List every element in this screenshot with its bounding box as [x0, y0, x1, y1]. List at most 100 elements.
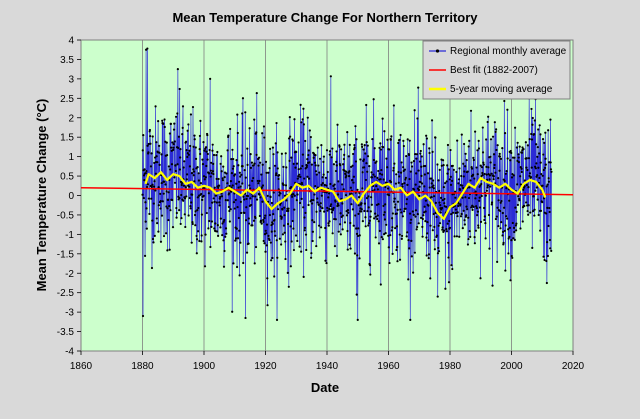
- data-point: [313, 221, 316, 224]
- data-point: [222, 239, 225, 242]
- data-point: [380, 173, 384, 176]
- data-point: [374, 236, 377, 239]
- data-point: [245, 206, 248, 209]
- y-tick-label: 1: [68, 152, 74, 163]
- data-point: [195, 238, 199, 241]
- data-point: [505, 186, 508, 190]
- data-point: [146, 185, 149, 189]
- data-point: [400, 234, 404, 238]
- data-point: [211, 143, 214, 146]
- data-point: [227, 134, 230, 137]
- data-point: [424, 220, 427, 223]
- data-point: [436, 295, 439, 298]
- data-point: [308, 161, 311, 164]
- data-point: [433, 238, 436, 242]
- data-point: [166, 207, 169, 210]
- data-point: [371, 176, 374, 179]
- data-point: [526, 209, 529, 213]
- data-point: [522, 148, 525, 151]
- data-point: [167, 198, 170, 201]
- data-point: [389, 138, 392, 141]
- data-point: [320, 144, 323, 147]
- data-point: [160, 181, 163, 185]
- data-point: [324, 226, 327, 230]
- data-point: [314, 185, 317, 188]
- data-point: [306, 175, 309, 178]
- data-point: [461, 186, 465, 190]
- data-point: [417, 169, 420, 172]
- data-point: [549, 118, 552, 121]
- data-point: [539, 133, 542, 136]
- data-point: [443, 202, 446, 205]
- data-point: [399, 133, 402, 137]
- data-point: [368, 219, 371, 222]
- data-point: [465, 205, 468, 208]
- data-point: [535, 143, 538, 146]
- data-point: [352, 152, 355, 156]
- data-point: [461, 227, 464, 230]
- data-point: [404, 207, 407, 210]
- data-point: [525, 166, 528, 169]
- data-point: [185, 148, 188, 152]
- data-point: [234, 239, 237, 242]
- data-point: [469, 179, 472, 182]
- data-point: [364, 152, 367, 155]
- data-point: [484, 221, 487, 225]
- data-point: [523, 204, 526, 208]
- data-point: [184, 186, 187, 189]
- data-point: [167, 165, 170, 168]
- data-point: [529, 175, 533, 179]
- data-point: [473, 177, 476, 180]
- data-point: [451, 211, 455, 214]
- data-point: [418, 194, 421, 198]
- data-point: [447, 241, 450, 244]
- data-point: [255, 131, 258, 134]
- data-point: [423, 205, 426, 208]
- data-point: [214, 194, 218, 197]
- x-tick-label: 1920: [254, 361, 277, 372]
- data-point: [317, 203, 320, 206]
- data-point: [497, 225, 500, 228]
- data-point: [276, 208, 280, 211]
- data-point: [172, 143, 175, 146]
- data-point: [365, 103, 368, 107]
- data-point: [501, 147, 504, 150]
- data-point: [360, 143, 363, 146]
- data-point: [227, 205, 230, 209]
- data-point: [380, 236, 383, 239]
- data-point: [432, 187, 435, 190]
- data-point: [180, 193, 183, 197]
- data-point: [193, 138, 196, 141]
- data-point: [382, 178, 385, 181]
- data-point: [527, 204, 530, 207]
- data-point: [410, 165, 414, 168]
- data-point: [288, 115, 291, 119]
- data-point: [173, 122, 176, 125]
- data-point: [508, 235, 511, 238]
- data-point: [476, 149, 479, 152]
- data-point: [347, 175, 351, 178]
- data-point: [372, 173, 375, 176]
- data-point: [427, 253, 431, 256]
- data-point: [541, 184, 544, 187]
- data-point: [544, 163, 547, 166]
- data-point: [326, 206, 329, 209]
- legend-label-monthly: Regional monthly average: [450, 46, 567, 57]
- data-point: [486, 186, 489, 189]
- data-point: [142, 196, 145, 200]
- data-point: [508, 226, 512, 229]
- data-point: [369, 215, 372, 218]
- data-point: [506, 217, 509, 220]
- data-point: [385, 223, 388, 226]
- data-point: [225, 172, 228, 175]
- data-point: [419, 216, 423, 219]
- data-point: [337, 230, 340, 233]
- data-point: [256, 179, 259, 183]
- data-point: [541, 200, 544, 204]
- data-point: [531, 123, 534, 126]
- data-point: [310, 256, 313, 259]
- data-point: [298, 173, 301, 176]
- data-point: [478, 206, 482, 209]
- data-point: [544, 212, 548, 215]
